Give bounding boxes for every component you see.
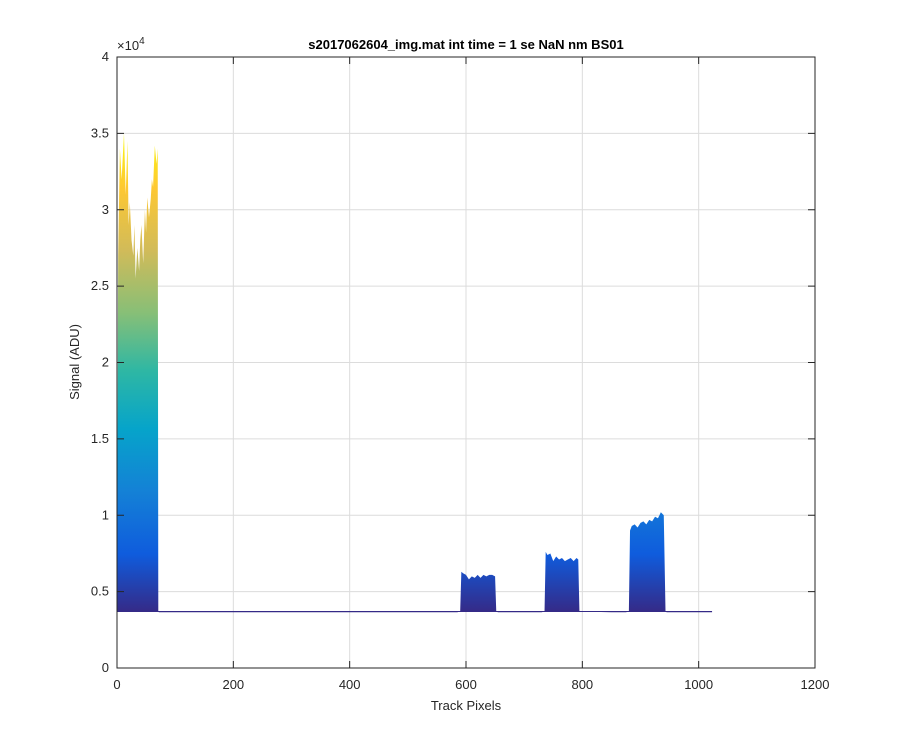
y-tick-label: 1.5 [91,431,109,446]
x-tick-label: 200 [222,677,244,692]
svg-text:×104: ×104 [117,36,145,53]
data-layer [117,133,713,613]
y-tick-label: 4 [102,49,109,64]
signal-area [117,133,713,613]
y-exponent-power: 4 [139,36,145,47]
y-tick-label: 2 [102,355,109,370]
x-tick-label: 1000 [684,677,713,692]
y-exponent-label: ×104 [117,36,145,53]
y-tick-label: 3 [102,202,109,217]
tick-labels: 0 200 400 600 800 1000 1200 0 0.5 1 1.5 2 2.5 3 3.5 4 [91,49,830,692]
y-tick-label: 3.5 [91,125,109,140]
x-tick-label: 0 [113,677,120,692]
ticks [116,56,816,669]
x-tick-label: 600 [455,677,477,692]
x-tick-label: 1200 [801,677,830,692]
y-tick-label: 0 [102,660,109,675]
y-tick-label: 0.5 [91,584,109,599]
x-axis-label: Track Pixels [431,698,502,713]
x-tick-label: 800 [571,677,593,692]
y-axis-label: Signal (ADU) [67,324,82,400]
y-exponent-base: ×10 [117,38,139,53]
x-tick-label: 400 [339,677,361,692]
y-tick-label: 1 [102,507,109,522]
chart-title: s2017062604_img.mat int time = 1 se NaN … [308,37,623,52]
y-tick-label: 2.5 [91,278,109,293]
